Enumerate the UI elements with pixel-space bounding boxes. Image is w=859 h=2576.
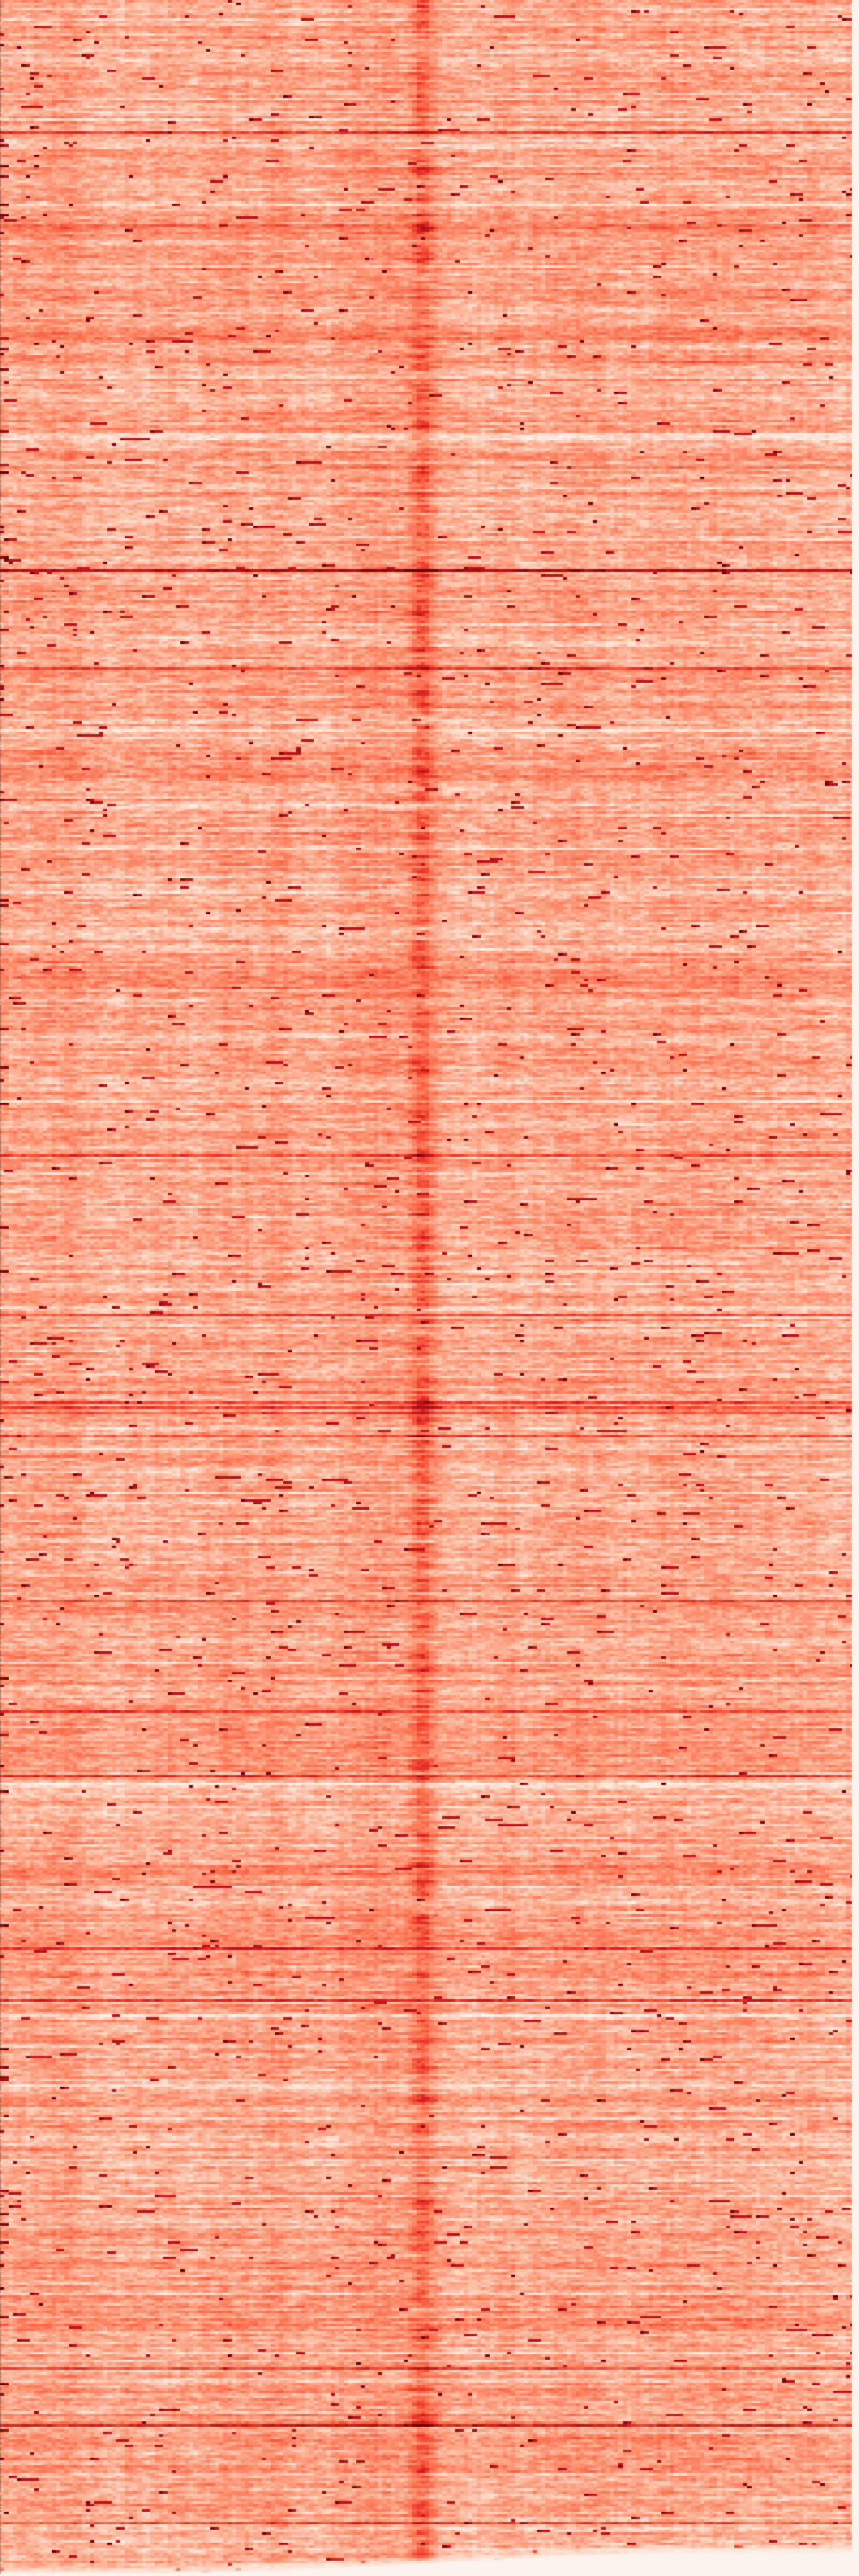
heatmap-figure — [0, 0, 859, 2576]
signal-heatmap-canvas — [0, 0, 859, 2576]
